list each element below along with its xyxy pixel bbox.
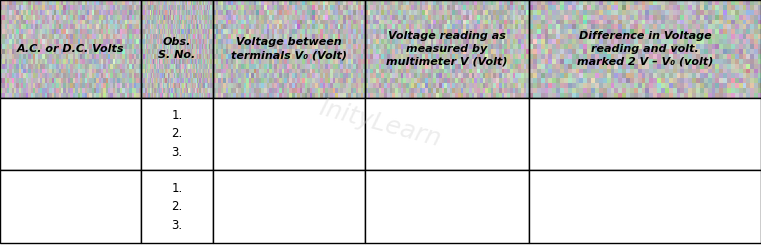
Text: Difference in Voltage
reading and volt.
marked 2 V – V₀ (volt): Difference in Voltage reading and volt. … — [577, 31, 713, 67]
Bar — [529, 98, 761, 170]
Bar — [529, 170, 761, 243]
Text: Voltage reading as
measured by
multimeter V (Volt): Voltage reading as measured by multimete… — [387, 31, 508, 67]
Text: 1.: 1. — [171, 182, 183, 195]
Text: 1.: 1. — [171, 109, 183, 122]
Text: 2.: 2. — [171, 127, 183, 141]
Bar — [213, 0, 365, 98]
Text: A.C. or D.C. Volts: A.C. or D.C. Volts — [17, 44, 124, 54]
Bar — [365, 0, 529, 98]
Bar — [365, 98, 529, 170]
Bar — [141, 0, 213, 98]
Bar — [213, 170, 365, 243]
Bar — [213, 98, 365, 170]
Text: 3.: 3. — [171, 219, 183, 232]
Bar — [141, 98, 213, 170]
Bar — [529, 0, 761, 98]
Bar — [0, 98, 141, 170]
Bar — [0, 170, 141, 243]
Text: InityLearn: InityLearn — [317, 96, 444, 151]
Text: 2.: 2. — [171, 200, 183, 213]
Bar — [365, 170, 529, 243]
Text: 3.: 3. — [171, 146, 183, 159]
Bar — [141, 170, 213, 243]
Text: Voltage between
terminals V₀ (Volt): Voltage between terminals V₀ (Volt) — [231, 37, 347, 60]
Text: Obs.
S. No.: Obs. S. No. — [158, 37, 196, 60]
Bar — [0, 0, 141, 98]
